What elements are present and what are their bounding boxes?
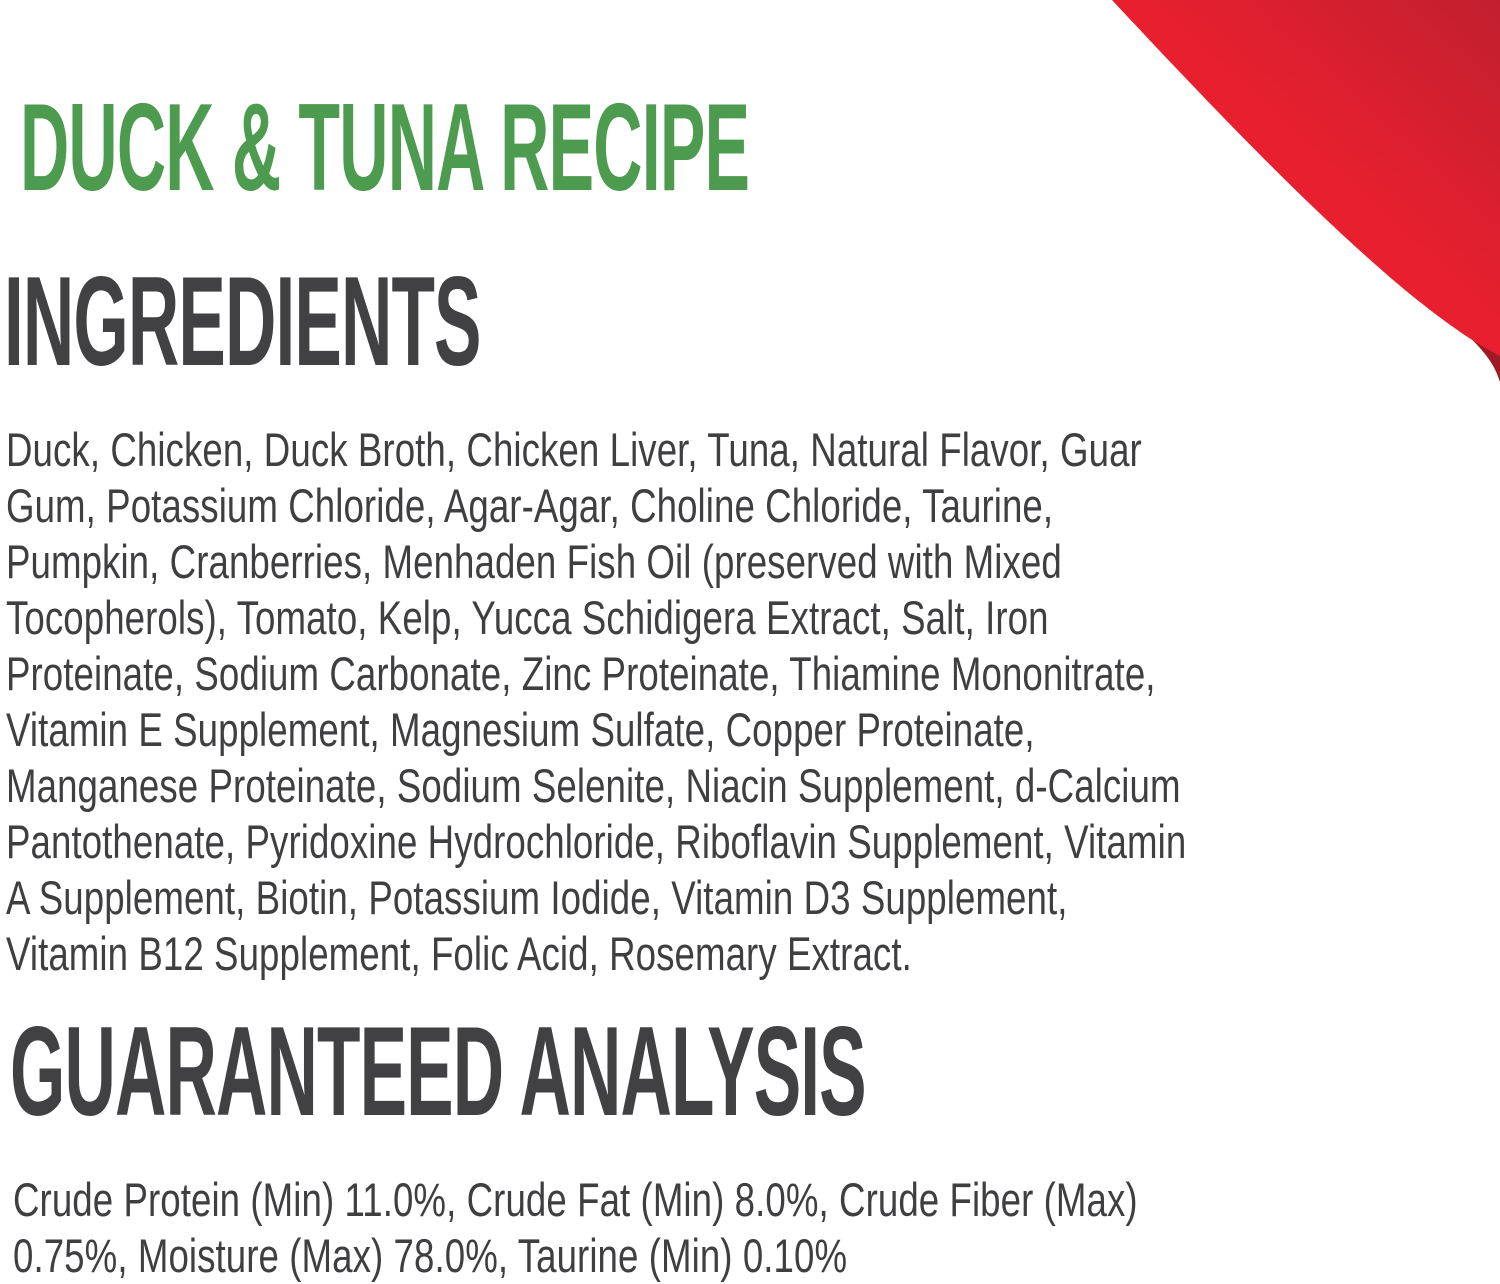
recipe-title: DUCK & TUNA RECIPE xyxy=(20,79,750,217)
guaranteed-analysis-text: Crude Protein (Min) 11.0%, Crude Fat (Mi… xyxy=(13,1172,1455,1284)
red-swoosh-main xyxy=(1112,0,1500,356)
ingredients-heading: INGREDIENTS xyxy=(4,250,482,392)
ingredients-line: Proteinate, Sodium Carbonate, Zinc Prote… xyxy=(6,647,1156,700)
ingredients-line: Tocopherols), Tomato, Kelp, Yucca Schidi… xyxy=(6,591,1049,644)
analysis-line: Crude Protein (Min) 11.0%, Crude Fat (Mi… xyxy=(13,1173,1138,1226)
ingredients-line: Duck, Chicken, Duck Broth, Chicken Liver… xyxy=(6,423,1142,476)
ingredients-line: Manganese Proteinate, Sodium Selenite, N… xyxy=(6,759,1181,812)
ingredients-line: Vitamin B12 Supplement, Folic Acid, Rose… xyxy=(6,927,912,980)
ingredients-line: A Supplement, Biotin, Potassium Iodide, … xyxy=(6,871,1068,924)
ingredients-line: Vitamin E Supplement, Magnesium Sulfate,… xyxy=(6,703,1035,756)
ingredients-line: Pumpkin, Cranberries, Menhaden Fish Oil … xyxy=(6,535,1062,588)
ingredients-line: Pantothenate, Pyridoxine Hydrochloride, … xyxy=(6,815,1187,868)
ingredients-text: Duck, Chicken, Duck Broth, Chicken Liver… xyxy=(6,422,1500,982)
ingredients-line: Gum, Potassium Chloride, Agar-Agar, Chol… xyxy=(6,479,1054,532)
guaranteed-analysis-heading: GUARANTEED ANALYSIS xyxy=(10,1000,867,1142)
analysis-line: 0.75%, Moisture (Max) 78.0%, Taurine (Mi… xyxy=(13,1229,848,1282)
red-swoosh-graphic xyxy=(1112,0,1500,382)
